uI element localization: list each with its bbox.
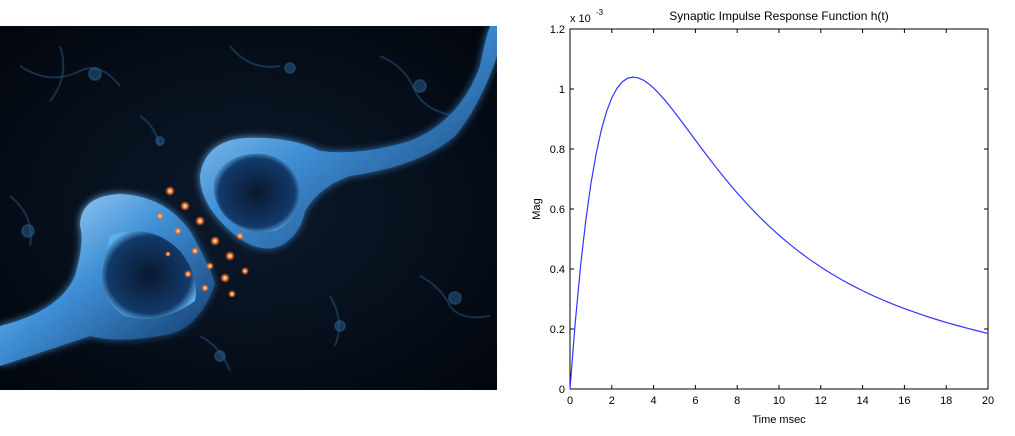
x-tick-label: 12 xyxy=(815,395,827,407)
y-multiplier: x 10 -3 xyxy=(570,8,604,25)
y-tick-label: 0.2 xyxy=(550,324,565,336)
y-multiplier-label: x 10 xyxy=(570,13,591,25)
x-tick-label: 4 xyxy=(651,395,657,407)
x-tick-label: 6 xyxy=(692,395,698,407)
series-line xyxy=(569,76,989,390)
y-tick-label: 0 xyxy=(559,384,565,396)
plot-area xyxy=(569,28,989,390)
synapse-illustration xyxy=(0,26,497,390)
y-tick-label: 1 xyxy=(559,84,565,96)
y-axis: 0 0.2 0.4 0.6 0.8 1 1.2 xyxy=(550,24,988,396)
y-tick-label: 1.2 xyxy=(550,24,565,36)
x-tick-label: 10 xyxy=(773,395,785,407)
y-tick-label: 0.8 xyxy=(550,144,565,156)
x-tick-label: 8 xyxy=(734,395,740,407)
y-tick-label: 0.4 xyxy=(550,264,565,276)
y-tick-label: 0.6 xyxy=(550,204,565,216)
x-tick-label: 20 xyxy=(982,395,994,407)
y-multiplier-exponent: -3 xyxy=(596,8,604,17)
background-neurons xyxy=(9,45,491,372)
x-axis-label: Time msec xyxy=(752,414,806,426)
x-tick-label: 16 xyxy=(898,395,910,407)
chart-title: Synaptic Impulse Response Function h(t) xyxy=(669,9,888,23)
x-tick-label: 18 xyxy=(940,395,952,407)
x-tick-label: 14 xyxy=(856,395,868,407)
x-tick-label: 2 xyxy=(609,395,615,407)
lower-neuron-cavity xyxy=(101,231,196,319)
y-axis-label: Mag xyxy=(531,198,543,219)
neurotransmitter-particles xyxy=(156,186,249,298)
x-axis: 0 2 4 6 8 10 12 14 16 18 20 xyxy=(567,29,994,407)
impulse-response-chart: Synaptic Impulse Response Function h(t) … xyxy=(531,8,994,426)
upper-neuron-cavity xyxy=(213,153,300,232)
x-tick-label: 0 xyxy=(567,395,573,407)
